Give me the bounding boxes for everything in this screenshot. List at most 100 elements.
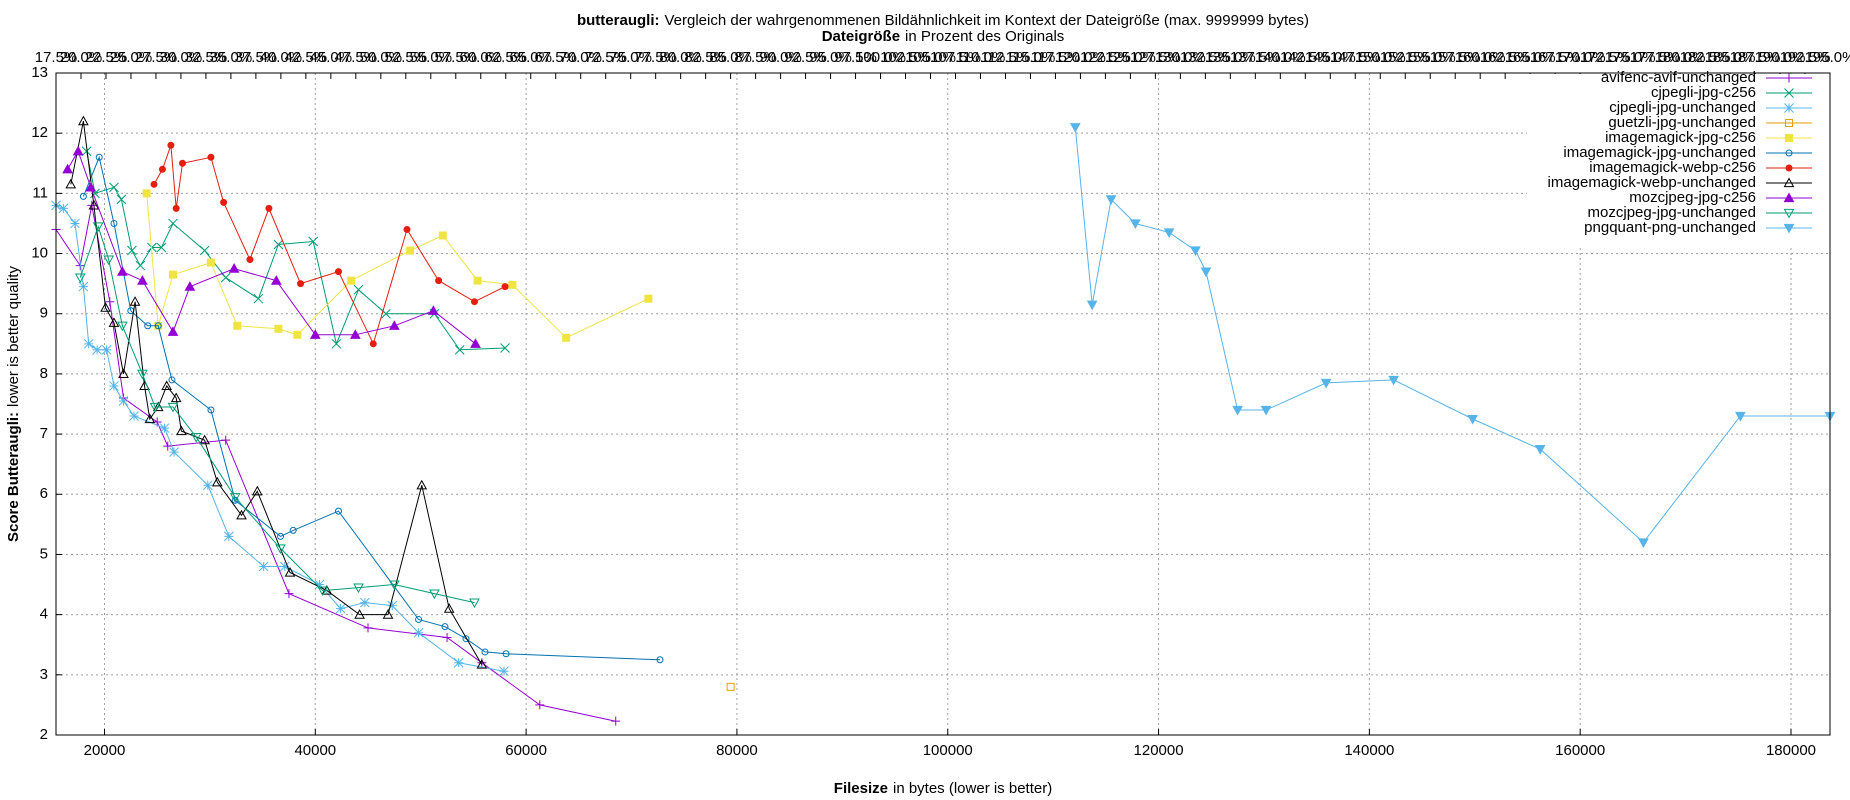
y-tick-label: 3 (40, 666, 48, 683)
x2-tick-label: 117.5% (1031, 49, 1081, 66)
data-point (129, 411, 139, 421)
data-point (1069, 123, 1081, 133)
x2-tick-label: 122.5% (1080, 49, 1131, 66)
legend-label: cjpegli-jpg-unchanged (1609, 99, 1756, 116)
series-line (79, 224, 475, 604)
data-point (443, 603, 455, 613)
data-point (81, 146, 92, 157)
data-point (1086, 300, 1098, 311)
data-point (142, 189, 151, 198)
data-point (454, 344, 465, 355)
data-point (469, 598, 480, 609)
y-tick-label: 8 (40, 365, 48, 382)
x2-tick-label: 107.5% (930, 49, 981, 66)
data-point (169, 447, 179, 457)
data-point (65, 178, 77, 189)
x2-tick-label: 60.0% (459, 49, 502, 66)
x2-tick-label: 65.0% (509, 49, 552, 66)
data-point (354, 609, 365, 619)
data-point (135, 260, 146, 271)
data-point (470, 298, 478, 306)
legend-label: imagemagick-jpg-unchanged (1563, 144, 1756, 161)
x2-tick-label: 150.0% (1355, 49, 1406, 66)
data-point (228, 263, 240, 273)
x2-tick-label: 85.0% (709, 49, 752, 66)
data-point (406, 246, 415, 255)
x2-tick-label: 142.5% (1280, 49, 1331, 66)
data-point (265, 204, 273, 212)
data-point (105, 297, 115, 307)
data-point (481, 648, 489, 656)
data-point (129, 296, 141, 306)
x2-tick-label: 147.5% (1330, 49, 1381, 66)
x2-tick-label: 102.5% (880, 49, 931, 66)
series-line (67, 150, 476, 345)
data-point (103, 255, 115, 266)
x2-tick-label: 100.0% (855, 49, 906, 66)
series-line (55, 205, 616, 722)
data-point (1735, 411, 1746, 422)
legend-label: pngquant-png-unchanged (1584, 219, 1756, 236)
x2-tick-label: 192.5% (1780, 49, 1831, 66)
data-point (253, 293, 264, 304)
data-point (74, 273, 86, 284)
data-point (78, 115, 89, 126)
data-point (78, 281, 89, 292)
legend-marker (1785, 134, 1793, 142)
data-point (314, 579, 325, 590)
data-point (502, 650, 510, 658)
series-line (153, 145, 506, 346)
data-point (199, 245, 210, 256)
data-point (207, 153, 215, 161)
data-point (110, 219, 118, 227)
data-point (429, 589, 440, 600)
x2-tick-label: 45.0% (310, 49, 353, 66)
data-point (184, 281, 196, 291)
data-point (500, 343, 510, 353)
data-point (109, 381, 119, 391)
data-point (275, 544, 286, 554)
data-point (199, 434, 210, 445)
data-point (308, 236, 319, 247)
data-point (442, 633, 452, 643)
data-point (1232, 405, 1243, 416)
data-point (161, 380, 173, 391)
x2-tick-label: 52.5% (385, 49, 428, 66)
data-point (293, 330, 302, 339)
series-line (82, 155, 661, 661)
chart-title: butteraugli: Vergleich der wahrgenommenen… (577, 12, 1309, 29)
data-point (1190, 246, 1201, 257)
data-point (167, 402, 179, 413)
data-point (1388, 375, 1399, 386)
data-point (58, 203, 69, 214)
x2-tick-label: 67.5% (534, 49, 577, 66)
y-tick-label: 5 (40, 545, 48, 562)
x-tick-label: 100000 (923, 742, 973, 759)
data-point (72, 145, 84, 156)
data-point (170, 392, 182, 403)
y-axis-label: Score Butteraugli: lower is better qualit… (5, 266, 22, 542)
x2-tick-label: 145.0% (1305, 49, 1356, 66)
data-point (167, 326, 179, 336)
data-point (246, 256, 254, 264)
data-point (611, 716, 621, 726)
data-point (178, 159, 186, 167)
x2-tick-label: 87.5% (734, 49, 777, 66)
y-tick-label: 12 (31, 124, 48, 141)
data-point (499, 666, 509, 677)
data-point (453, 657, 464, 668)
x2-tick-label: 172.5% (1580, 49, 1631, 66)
x2-tick-label: 175.0% (1605, 49, 1656, 66)
data-point (476, 659, 488, 669)
data-point (501, 283, 509, 291)
data-point (428, 305, 439, 315)
y-tick-label: 10 (31, 245, 48, 262)
x2-tick-label: 137.5% (1230, 49, 1281, 66)
x2-tick-label: 27.5% (135, 49, 178, 66)
x2-tick-label: 160.0% (1455, 49, 1506, 66)
legend-label: mozcjpeg-jpg-c256 (1629, 189, 1756, 206)
x2-tick-label: 50.0% (360, 49, 403, 66)
x2-tick-label: 187.5% (1730, 49, 1781, 66)
data-point (656, 656, 664, 664)
data-point (413, 627, 424, 638)
